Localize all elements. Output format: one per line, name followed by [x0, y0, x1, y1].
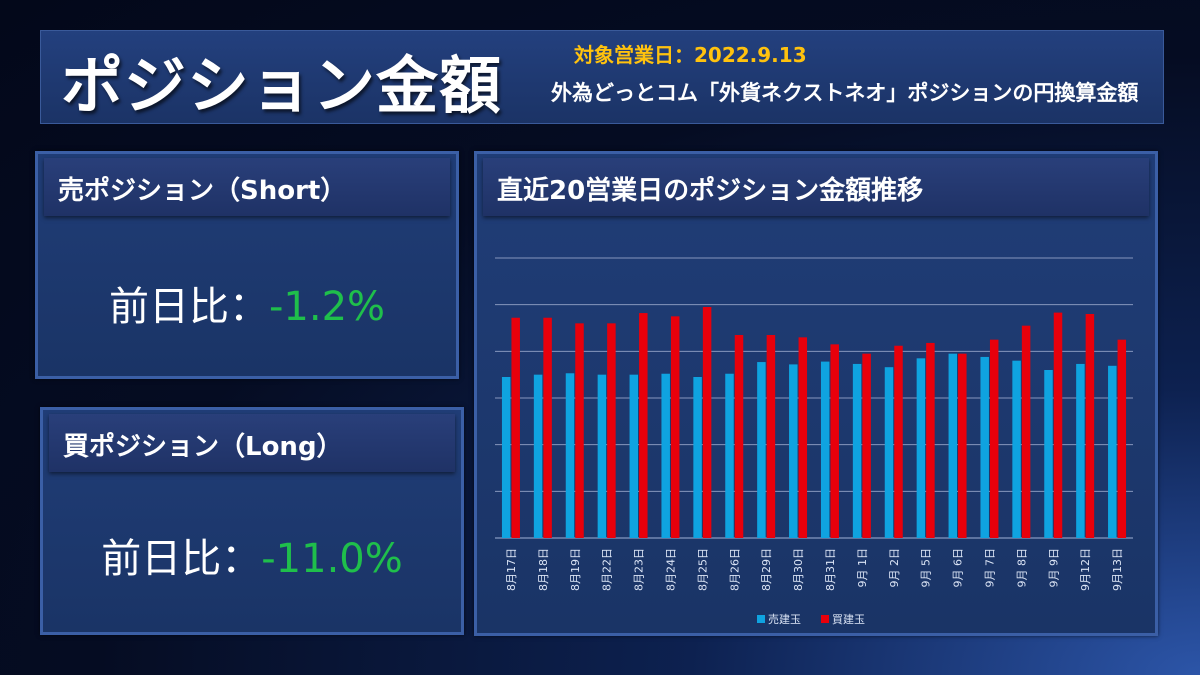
long-bar	[1021, 325, 1031, 538]
long-bar	[670, 316, 680, 538]
long-change-stat: 前日比：-11.0%	[43, 526, 461, 584]
short-bar	[725, 373, 734, 538]
legend-swatch-short	[757, 615, 765, 623]
long-panel-header: 買ポジション（Long）	[49, 414, 455, 472]
long-bar	[575, 323, 584, 538]
position-trend-panel: 直近20営業日のポジション金額推移 8月17日 8月18日 8月19日 8月22日 8月…	[474, 151, 1158, 636]
x-tick-label: 8月25日	[696, 548, 709, 591]
page-subtitle: 外為どっとコム「外貨ネクストネオ」ポジションの円換算金額	[551, 81, 1139, 105]
business-date-label: 対象営業日：2022.9.13	[574, 43, 807, 67]
chart-panel-header: 直近20営業日のポジション金額推移	[483, 158, 1149, 216]
x-tick-label: 9月 5日	[920, 548, 933, 588]
x-tick-label: 9月 1日	[856, 548, 869, 588]
long-position-panel: 買ポジション（Long） 前日比：-11.0%	[40, 407, 464, 635]
long-bar	[989, 339, 999, 538]
short-change-stat: 前日比：-1.2%	[38, 274, 456, 332]
short-bar	[948, 353, 958, 538]
x-tick-label: 8月19日	[569, 548, 582, 591]
long-panel-title: 買ポジション（Long）	[63, 432, 343, 462]
long-change-label: 前日比：	[101, 536, 262, 582]
long-bar	[894, 345, 903, 538]
chart-panel-title: 直近20営業日のポジション金額推移	[497, 176, 924, 206]
header-banner: ポジション金額 対象営業日：2022.9.13 外為どっとコム「外貨ネクストネオ…	[40, 30, 1164, 124]
x-tick-label: 8月17日	[505, 548, 518, 591]
legend-label-short: 売建玉	[768, 612, 801, 626]
short-change-value: -1.2%	[268, 284, 386, 330]
short-bar	[1108, 365, 1117, 538]
x-tick-label: 8月24日	[664, 548, 677, 591]
x-tick-label: 8月26日	[728, 548, 741, 591]
x-tick-label: 8月18日	[537, 548, 550, 591]
short-bar	[789, 364, 798, 538]
short-bar	[565, 373, 575, 538]
long-bar	[1117, 339, 1127, 538]
short-bar	[533, 374, 543, 538]
long-bar	[543, 317, 552, 538]
page-title: ポジション金額	[61, 49, 503, 122]
x-tick-label: 9月 8日	[1015, 548, 1028, 588]
x-tick-label: 9月 6日	[952, 548, 965, 588]
x-tick-label: 9月 9日	[1047, 548, 1060, 588]
short-bar	[884, 367, 894, 538]
long-bar	[702, 307, 712, 538]
short-bar	[597, 374, 607, 538]
long-change-value: -11.0%	[261, 536, 403, 582]
long-bar	[958, 353, 967, 538]
position-trend-chart: 8月17日 8月18日 8月19日 8月22日 8月23日 8月24日 8月25日 8月26日…	[495, 257, 1133, 626]
short-change-label: 前日比：	[108, 284, 269, 330]
x-tick-label: 8月31日	[824, 548, 837, 591]
x-tick-label: 8月29日	[760, 548, 773, 591]
short-bar	[1044, 370, 1053, 538]
short-position-panel: 売ポジション（Short） 前日比：-1.2%	[35, 151, 459, 379]
x-tick-label: 9月 7日	[983, 548, 996, 588]
x-tick-label: 9月 2日	[888, 548, 901, 588]
long-bar	[1053, 312, 1063, 538]
long-bar	[798, 337, 808, 538]
x-tick-label: 8月30日	[792, 548, 805, 591]
long-bar	[926, 342, 935, 538]
short-bar	[1012, 360, 1021, 538]
x-tick-label: 8月23日	[633, 548, 646, 591]
short-bar	[1076, 363, 1085, 538]
short-bar	[629, 374, 639, 538]
long-bar	[862, 353, 871, 538]
legend-swatch-long	[821, 615, 829, 623]
short-bar	[820, 361, 830, 538]
short-bar	[501, 377, 511, 538]
long-bar	[734, 335, 744, 538]
long-bar	[766, 335, 776, 538]
short-panel-title: 売ポジション（Short）	[58, 176, 347, 206]
x-tick-label: 9月13日	[1111, 548, 1124, 591]
short-bar	[916, 358, 926, 538]
long-bar	[639, 313, 648, 538]
short-bar	[980, 356, 989, 538]
x-tick-label: 9月12日	[1079, 548, 1092, 591]
long-bar	[607, 323, 616, 538]
legend-label-long: 買建玉	[832, 612, 865, 626]
short-bar	[757, 362, 766, 538]
short-bar	[661, 373, 670, 538]
long-bar	[830, 344, 839, 538]
long-bar	[1085, 314, 1095, 538]
x-tick-label: 8月22日	[601, 548, 614, 591]
short-panel-header: 売ポジション（Short）	[44, 158, 450, 216]
short-bar	[852, 363, 862, 538]
long-bar	[511, 317, 520, 538]
short-bar	[693, 377, 702, 538]
